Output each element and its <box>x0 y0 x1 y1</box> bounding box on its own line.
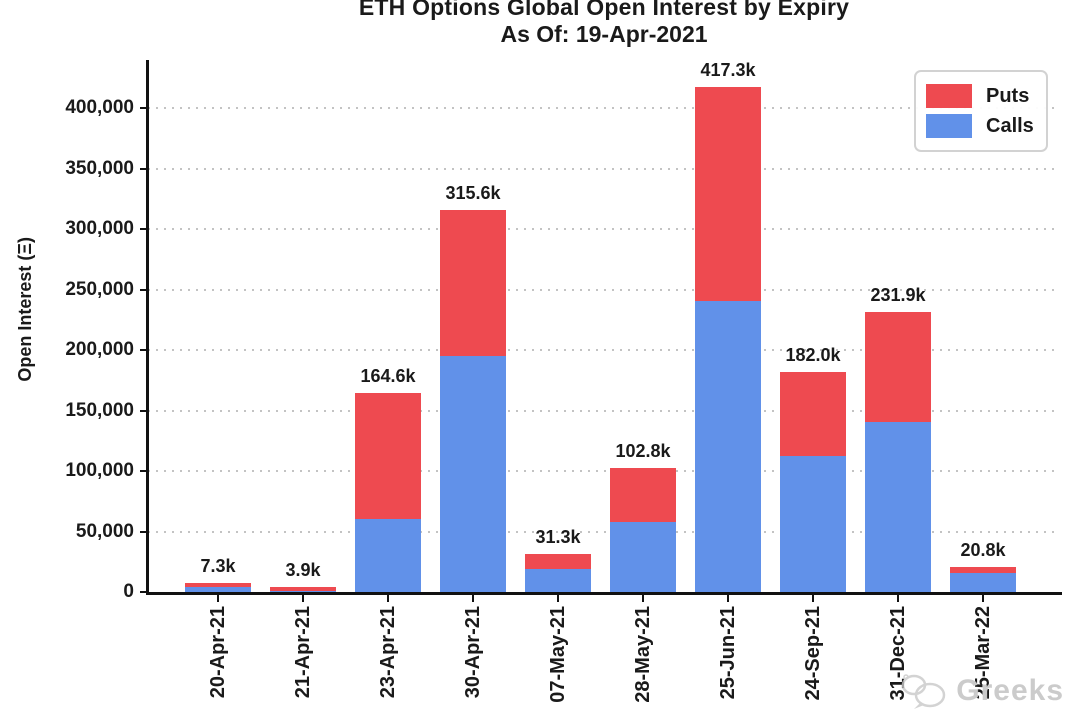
y-tick-mark <box>140 167 146 170</box>
y-tick-label: 150,000 <box>65 399 134 421</box>
x-tick-label-20-Apr-21: 20-Apr-21 <box>207 606 229 699</box>
gridline-150,000 <box>148 409 1057 412</box>
x-tick-mark <box>982 595 984 602</box>
bar-total-label-20-Apr-21: 7.3k <box>200 556 236 577</box>
gridline-100,000 <box>148 470 1057 473</box>
chart-subtitle: As Of: 19-Apr-2021 <box>500 21 708 47</box>
bar-segment-calls-25-Jun-21 <box>695 300 761 592</box>
gridline-200,000 <box>148 349 1057 352</box>
calls-color-swatch <box>926 114 972 138</box>
x-tick-label-24-Sep-21: 24-Sep-21 <box>802 606 824 701</box>
bar-segment-puts-31-Dec-21 <box>865 311 931 422</box>
y-tick-mark <box>140 591 146 593</box>
bar-segment-calls-23-Apr-21 <box>355 519 421 592</box>
y-tick-label: 350,000 <box>65 157 134 179</box>
watermark-text: Greeks <box>956 674 1064 707</box>
y-tick-mark <box>140 228 146 231</box>
gridline-300,000 <box>148 228 1057 231</box>
x-tick-mark <box>727 595 729 602</box>
gridline-50,000 <box>148 530 1057 533</box>
bar-total-label-21-Apr-21: 3.9k <box>285 560 321 581</box>
y-tick-mark <box>140 288 146 291</box>
legend-item-puts: Puts <box>926 82 1036 110</box>
bar-segment-puts-24-Sep-21 <box>780 371 846 456</box>
bar-segment-calls-20-Apr-21 <box>185 586 251 592</box>
x-tick-mark <box>897 595 899 602</box>
bar-segment-puts-28-May-21 <box>610 467 676 522</box>
bar-total-label-24-Sep-21: 182.0k <box>785 344 841 365</box>
x-tick-label-07-May-21: 07-May-21 <box>547 606 569 703</box>
x-tick-mark <box>812 595 814 602</box>
bar-segment-puts-25-Jun-21 <box>695 87 761 301</box>
bar-total-label-31-Dec-21: 231.9k <box>870 284 926 305</box>
bar-segment-calls-30-Apr-21 <box>440 356 506 592</box>
x-tick-label-25-Jun-21: 25-Jun-21 <box>717 606 739 700</box>
x-tick-mark <box>217 595 219 602</box>
bar-segment-calls-07-May-21 <box>525 569 591 592</box>
y-tick-label: 0 <box>123 581 134 602</box>
y-axis-label: Open Interest (Ξ) <box>15 237 35 382</box>
x-axis-line <box>146 592 1062 595</box>
bar-segment-calls-21-Apr-21 <box>270 590 336 592</box>
legend-label-puts: Puts <box>986 84 1030 107</box>
bar-segment-puts-23-Apr-21 <box>355 392 421 520</box>
x-tick-mark <box>557 595 559 602</box>
bar-segment-puts-30-Apr-21 <box>440 210 506 357</box>
y-tick-mark <box>140 470 146 473</box>
y-axis-line <box>146 60 149 595</box>
watermark: Greeks <box>898 673 1064 709</box>
x-tick-mark <box>642 595 644 602</box>
y-tick-label: 200,000 <box>65 339 134 361</box>
bar-segment-puts-07-May-21 <box>525 554 591 569</box>
bar-segment-calls-25-Mar-22 <box>950 572 1016 592</box>
bar-segment-puts-20-Apr-21 <box>185 583 251 587</box>
x-tick-label-21-Apr-21: 21-Apr-21 <box>292 606 314 699</box>
bar-segment-puts-21-Apr-21 <box>270 587 336 591</box>
bar-total-label-28-May-21: 102.8k <box>615 440 671 461</box>
gridline-400,000 <box>148 107 1057 110</box>
x-tick-mark <box>387 595 389 602</box>
legend-label-calls: Calls <box>986 114 1034 137</box>
legend-item-calls: Calls <box>926 112 1036 140</box>
bar-segment-puts-25-Mar-22 <box>950 566 1016 573</box>
y-tick-mark <box>140 409 146 412</box>
bar-total-label-07-May-21: 31.3k <box>535 527 581 548</box>
chart-title: ETH Options Global Open Interest by Expi… <box>358 0 850 20</box>
speech-bubbles-icon <box>902 674 946 709</box>
gridline-350,000 <box>148 167 1057 170</box>
puts-color-swatch <box>926 84 972 108</box>
legend: Puts Calls <box>914 70 1048 152</box>
x-tick-mark <box>302 595 304 602</box>
y-tick-mark <box>140 349 146 352</box>
x-tick-mark <box>472 595 474 602</box>
bar-total-label-25-Jun-21: 417.3k <box>700 60 756 81</box>
x-tick-label-30-Apr-21: 30-Apr-21 <box>462 606 484 699</box>
y-tick-label: 400,000 <box>65 97 134 119</box>
bar-segment-calls-28-May-21 <box>610 521 676 592</box>
bar-segment-calls-31-Dec-21 <box>865 421 931 592</box>
bar-segment-calls-24-Sep-21 <box>780 455 846 592</box>
y-tick-mark <box>140 107 146 110</box>
y-tick-label: 50,000 <box>75 520 134 542</box>
gridline-250,000 <box>148 288 1057 291</box>
y-tick-label: 300,000 <box>65 218 134 240</box>
bar-total-label-30-Apr-21: 315.6k <box>445 183 501 204</box>
x-tick-label-23-Apr-21: 23-Apr-21 <box>377 606 399 699</box>
y-tick-label: 100,000 <box>65 460 134 482</box>
y-tick-mark <box>140 530 146 533</box>
y-tick-label: 250,000 <box>65 278 134 300</box>
x-tick-label-28-May-21: 28-May-21 <box>632 606 654 703</box>
bar-total-label-25-Mar-22: 20.8k <box>960 539 1006 560</box>
bar-total-label-23-Apr-21: 164.6k <box>360 365 416 386</box>
